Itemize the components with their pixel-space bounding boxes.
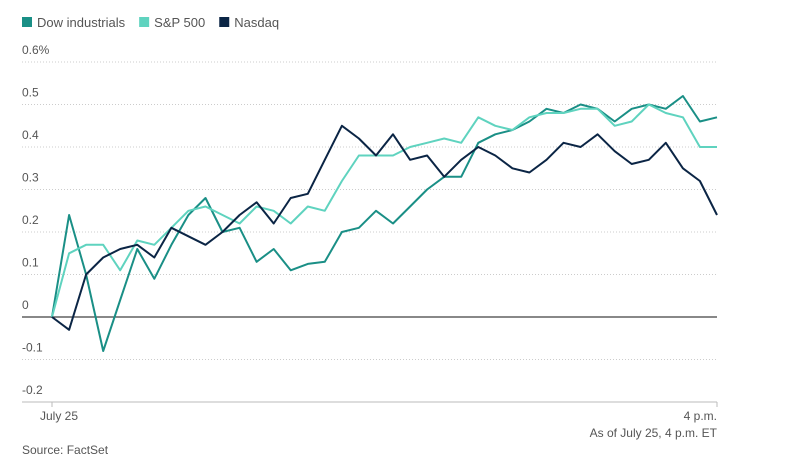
y-tick-label: 0 [22, 298, 29, 312]
line-series [51, 95, 718, 352]
note: As of July 25, 4 p.m. ET [590, 426, 718, 440]
line-series [51, 124, 718, 331]
y-tick-label: 0.4 [22, 128, 39, 142]
source: Source: FactSet [22, 443, 109, 457]
legend-label: Dow industrials [37, 15, 126, 30]
y-tick-label: 0.1 [22, 256, 39, 270]
legend-label: Nasdaq [234, 15, 279, 30]
y-tick-label: -0.2 [22, 383, 43, 397]
legend-swatch [22, 17, 32, 27]
legend-label: S&P 500 [154, 15, 205, 30]
y-tick-label: -0.1 [22, 341, 43, 355]
y-tick-label: 0.5 [22, 86, 39, 100]
y-tick-label: 0.6% [22, 43, 50, 57]
legend-swatch [219, 17, 230, 27]
line-series [51, 103, 717, 318]
y-tick-label: 0.2 [22, 213, 39, 227]
legend-swatch [139, 17, 150, 27]
x-tick-label: July 25 [40, 409, 78, 423]
x-tick-label: 4 p.m. [684, 409, 717, 423]
y-tick-label: 0.3 [22, 171, 39, 185]
